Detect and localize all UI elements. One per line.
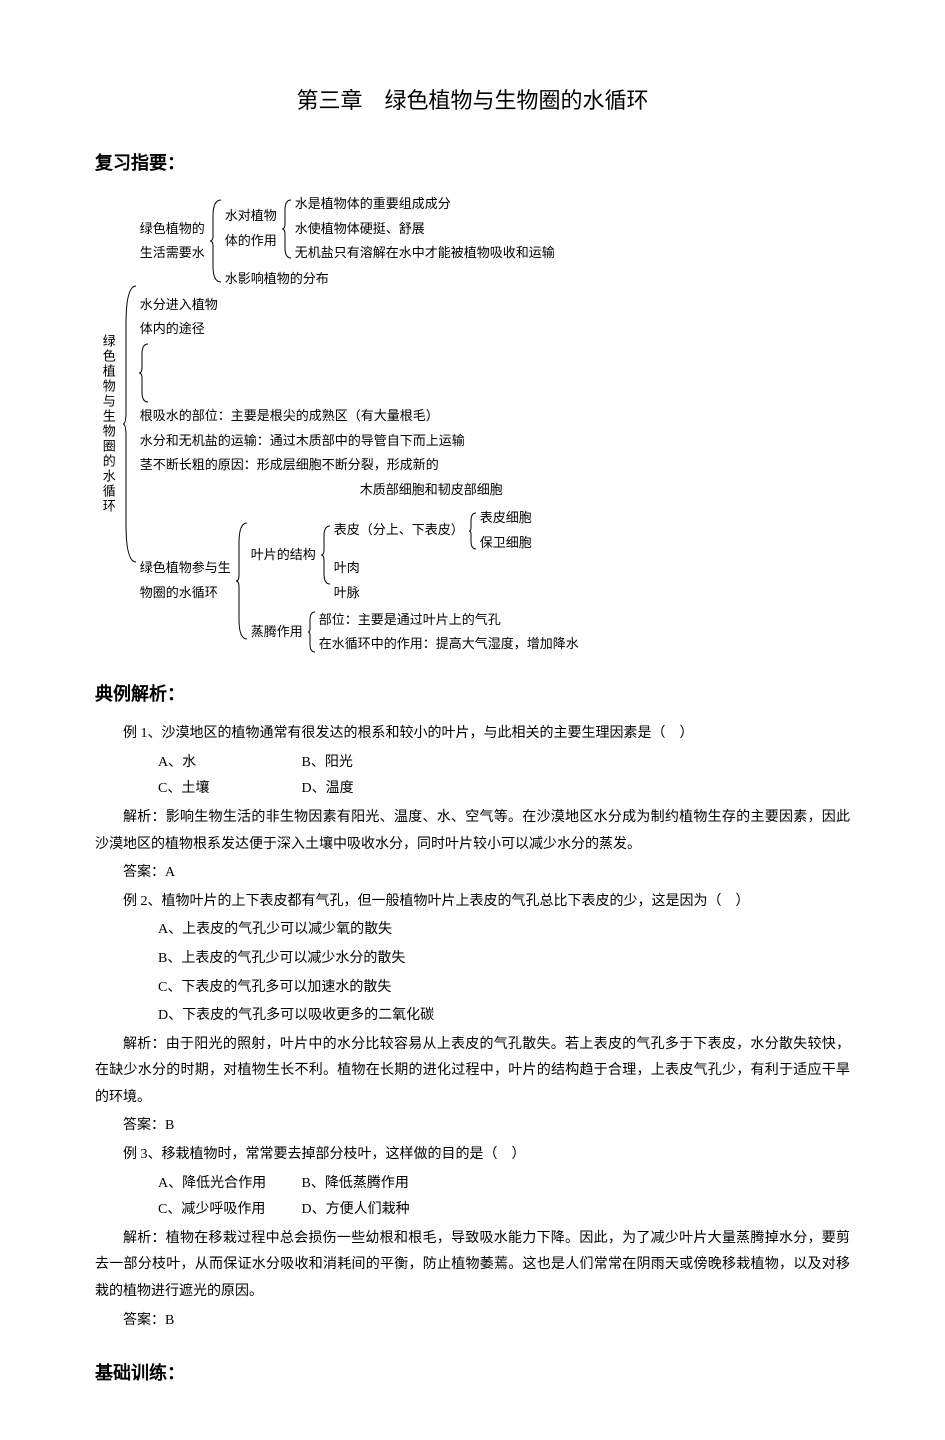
ex1-stem: 例 1、沙漠地区的植物通常有很发达的根系和较小的叶片，与此相关的主要生理因素是（…: [95, 721, 850, 748]
tree-leaf: 水分和无机盐的运输：通过木质部中的导管自下而上运输: [138, 429, 579, 454]
tree-branch-2: 水分进入植物 体内的途径 根吸水的部位：主要是根尖的成熟区（有大量根毛） 水分和…: [138, 293, 579, 503]
answer-value: B: [165, 1313, 174, 1328]
tree-leaf: 部位：主要是通过叶片上的气孔: [317, 608, 579, 633]
tree-root-label: 绿色植物与生物圈的水循环: [95, 332, 120, 516]
tree-leaf: 水是植物体的重要组成成分: [293, 192, 555, 217]
tree-b31-label: 叶片的结构: [249, 543, 320, 568]
tree-leaf: 在水循环中的作用：提高大气湿度，增加降水: [317, 632, 579, 657]
tree-b3-label: 绿色植物参与生 物圈的水循环: [138, 556, 235, 605]
tree-b32-label: 蒸腾作用: [249, 620, 307, 645]
ex1-opts-row2: C、土壤 D、温度: [158, 776, 850, 803]
tree-b12: 水影响植物的分布: [223, 267, 555, 292]
ex1-optD: D、温度: [302, 776, 442, 803]
brace-icon: [320, 524, 332, 586]
ex2-stem: 例 2、植物叶片的上下表皮都有气孔，但一般植物叶片上表皮的气孔总比下表皮的少，这…: [95, 889, 850, 916]
tree-b31-n1-label: 表皮（分上、下表皮）: [332, 518, 468, 543]
ex3-analysis: 解析：植物在移栽过程中总会损伤一些幼根和根毛，导致吸水能力下降。因此，为了减少叶…: [95, 1226, 850, 1306]
knowledge-tree: 绿色植物与生物圈的水循环 绿色植物的 生活需要水 水对植物 体的作用: [95, 190, 850, 659]
brace-icon: [138, 342, 579, 404]
tree-b32: 蒸腾作用 部位：主要是通过叶片上的气孔 在水循环中的作用：提高大气湿度，增加降水: [249, 608, 579, 657]
brace-icon: [468, 511, 478, 551]
ex1-optB: B、阳光: [302, 750, 442, 777]
tree-leaf: 无机盐只有溶解在水中才能被植物吸收和运输: [293, 241, 555, 266]
ex2-answer: 答案：B: [123, 1113, 850, 1140]
brace-icon: [307, 610, 317, 654]
ex2-analysis: 解析：由于阳光的照射，叶片中的水分比较容易从上表皮的气孔散失。若上表皮的气孔多于…: [95, 1032, 850, 1112]
section-training: 基础训练：: [95, 1356, 850, 1390]
answer-label: 答案：: [123, 865, 165, 880]
ex3-optD: D、方便人们栽种: [302, 1197, 442, 1224]
tree-leaf: 茎不断长粗的原因：形成层细胞不断分裂，形成新的: [138, 453, 579, 478]
tree-b11-label: 水对植物 体的作用: [223, 204, 281, 253]
section-examples: 典例解析：: [95, 677, 850, 711]
tree-b2-l1: 水分进入植物: [140, 297, 218, 312]
tree-b1-l2: 生活需要水: [140, 241, 205, 266]
ex1-analysis: 解析：影响生物生活的非生物因素有阳光、温度、水、空气等。在沙漠地区水分成为制约植…: [95, 805, 850, 858]
tree-leaf-cont: 木质部细胞和韧皮部细胞: [358, 478, 579, 503]
answer-value: B: [165, 1118, 174, 1133]
tree-b31: 叶片的结构 表皮（分上、下表皮） 表皮细胞: [249, 505, 579, 606]
tree-leaf: 叶脉: [332, 581, 532, 606]
tree-b2-l2: 体内的途径: [140, 317, 575, 342]
ex1-optC: C、土壤: [158, 776, 298, 803]
ex2-optA: A、上表皮的气孔少可以减少氧的散失: [158, 917, 850, 944]
tree-leaf: 保卫细胞: [478, 531, 532, 556]
tree-b1-l1: 绿色植物的: [140, 221, 205, 236]
ex2-optB: B、上表皮的气孔少可以减少水分的散失: [158, 946, 850, 973]
answer-label: 答案：: [123, 1118, 165, 1133]
ex3-answer: 答案：B: [123, 1308, 850, 1335]
tree-leaf: 叶肉: [332, 556, 532, 581]
tree-b11: 水对植物 体的作用 水是植物体的重要组成成分 水使植物体硬挺、舒展 无机盐只有溶…: [223, 192, 555, 266]
ex3-opts-row2: C、减少呼吸作用 D、方便人们栽种: [158, 1197, 850, 1224]
ex1-answer: 答案：A: [123, 860, 850, 887]
brace-icon: [281, 198, 293, 260]
tree-b11-l1: 水对植物: [225, 208, 277, 223]
section-review: 复习指要：: [95, 146, 850, 180]
brace-icon: [209, 198, 223, 284]
ex1-optA: A、水: [158, 750, 298, 777]
ex3-stem: 例 3、移栽植物时，常常要去掉部分枝叶，这样做的目的是（ ）: [95, 1142, 850, 1169]
ex3-optC: C、减少呼吸作用: [158, 1197, 298, 1224]
ex2-optD: D、下表皮的气孔多可以吸收更多的二氧化碳: [158, 1003, 850, 1030]
tree-leaf: 根吸水的部位：主要是根尖的成熟区（有大量根毛）: [138, 404, 579, 429]
tree-leaf: 表皮细胞: [478, 506, 532, 531]
answer-value: A: [165, 865, 175, 880]
tree-b3-l1: 绿色植物参与生: [140, 560, 231, 575]
brace-icon: [122, 284, 138, 564]
tree-b31-n1: 表皮（分上、下表皮） 表皮细胞 保卫细胞: [332, 506, 532, 555]
ex1-opts-row1: A、水 B、阳光: [158, 750, 850, 777]
tree-b2-label: 水分进入植物 体内的途径: [138, 293, 579, 342]
ex3-opts-row1: A、降低光合作用 B、降低蒸腾作用: [158, 1171, 850, 1198]
answer-label: 答案：: [123, 1313, 165, 1328]
brace-icon: [235, 521, 249, 641]
ex3-optA: A、降低光合作用: [158, 1171, 298, 1198]
tree-b3-l2: 物圈的水循环: [140, 581, 231, 606]
ex3-optB: B、降低蒸腾作用: [302, 1171, 442, 1198]
tree-b1-label: 绿色植物的 生活需要水: [138, 217, 209, 266]
ex2-optC: C、下表皮的气孔多可以加速水的散失: [158, 975, 850, 1002]
tree-b11-l2: 体的作用: [225, 229, 277, 254]
tree-leaf: 水使植物体硬挺、舒展: [293, 217, 555, 242]
tree-branch-1: 绿色植物的 生活需要水 水对植物 体的作用: [138, 191, 579, 292]
tree-branch-3: 绿色植物参与生 物圈的水循环 叶片的结构 表皮（分上、下表皮）: [138, 504, 579, 658]
page-title: 第三章 绿色植物与生物圈的水循环: [95, 80, 850, 122]
